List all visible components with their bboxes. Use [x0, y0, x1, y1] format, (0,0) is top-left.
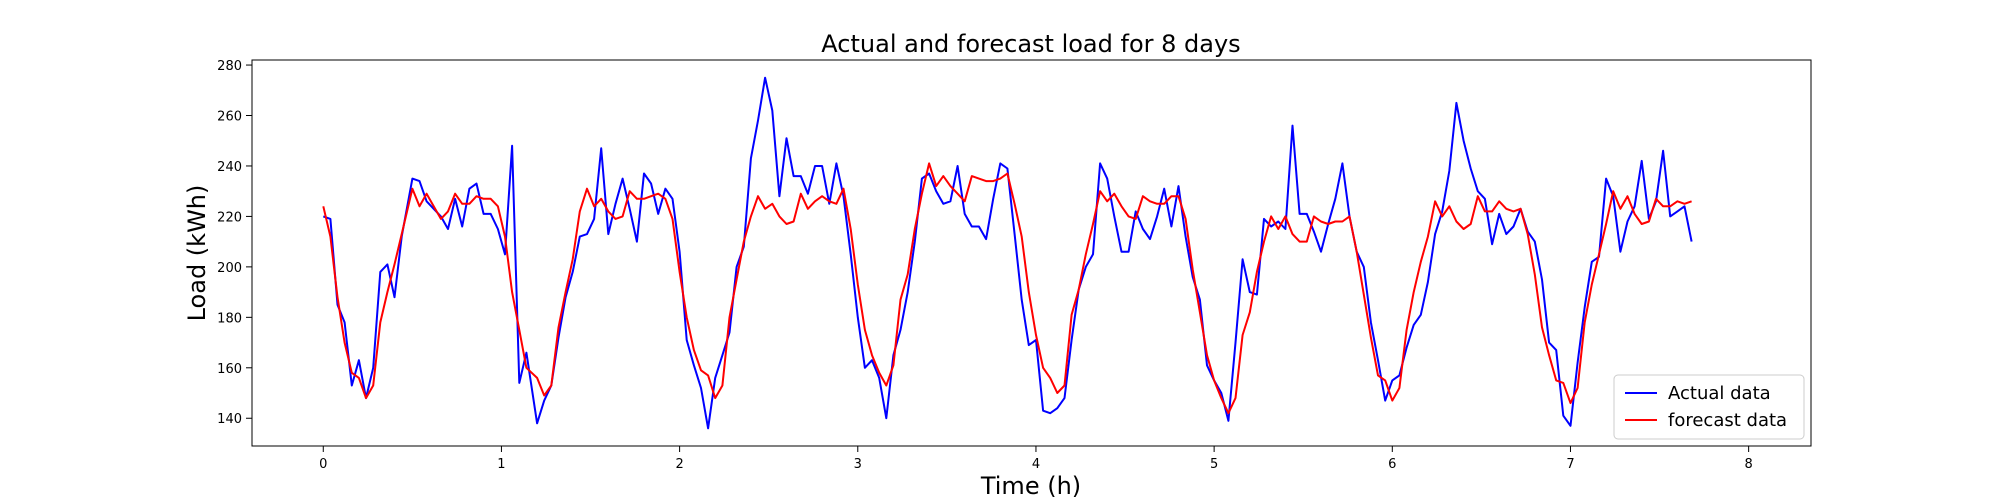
y-axis-title: Load (kWh): [183, 185, 211, 322]
series-line-actual: [322, 76, 1693, 430]
plot-frame: [251, 59, 1812, 447]
x-tick-label: 6: [1388, 457, 1396, 472]
legend-label-forecast: forecast data: [1668, 410, 1787, 431]
x-tick-label: 5: [1210, 457, 1218, 472]
y-tick-label: 180: [217, 311, 242, 326]
legend-label-actual: Actual data: [1668, 383, 1771, 404]
x-tick-label: 2: [675, 457, 683, 472]
y-tick-label: 280: [217, 59, 242, 74]
y-tick-label: 260: [217, 110, 242, 125]
x-tick-label: 1: [497, 457, 505, 472]
x-axis-title: Time (h): [980, 472, 1081, 500]
series-line-forecast: [322, 162, 1692, 415]
x-tick-label: 7: [1566, 457, 1574, 472]
y-tick-label: 140: [217, 412, 242, 427]
y-tick-label: 240: [217, 160, 242, 175]
plot-area: 0 1 2 3 4 5 6 7 8 140 160 180 200 220 240 260 280: [217, 59, 1753, 472]
y-tick-label: 160: [217, 362, 242, 377]
x-tick-label: 0: [319, 457, 327, 472]
x-tick-label: 3: [854, 457, 862, 472]
legend-box: [1613, 374, 1805, 440]
x-tick-label: 8: [1744, 457, 1752, 472]
y-tick-label: 220: [217, 210, 242, 225]
legend: Actual data forecast data: [1613, 374, 1805, 440]
y-tick-label: 200: [217, 261, 242, 276]
chart-title: Actual and forecast load for 8 days: [821, 30, 1240, 58]
x-tick-label: 4: [1032, 457, 1040, 472]
